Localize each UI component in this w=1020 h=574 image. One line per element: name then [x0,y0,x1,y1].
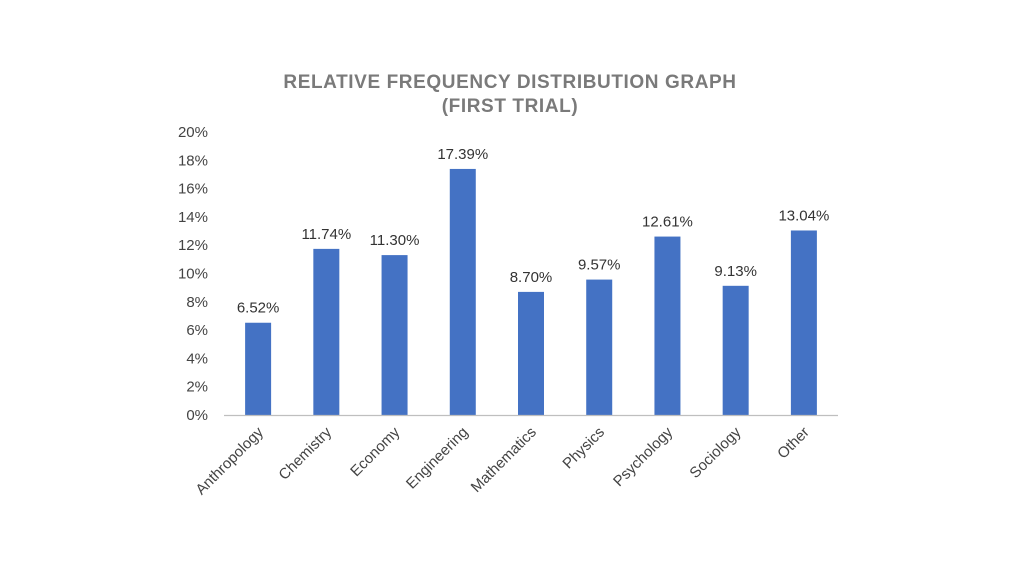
x-category-label: Physics [559,424,608,473]
y-axis-tick-labels: 0% 2% 4% 6% 8% 10% 12% 14% 16% 18% 20% [178,124,208,424]
data-label: 6.52% [237,300,280,317]
data-label: 9.57% [578,257,621,274]
y-tick-label: 12% [178,237,208,254]
bar-sociology [722,285,749,415]
x-category-label: Psychology [610,423,677,490]
y-tick-label: 6% [186,322,208,339]
x-axis-category-labels: Anthropology Chemistry Economy EngineeringM… [192,423,812,498]
x-category-label: Other [774,424,813,463]
data-label: 13.04% [778,207,829,224]
x-category-label: Sociology [686,423,744,481]
data-label: 9.13% [714,263,757,280]
bar-anthropology [245,322,272,415]
x-category-label: Anthropology [192,423,267,498]
bar-engineering [449,168,476,415]
bar-physics [586,279,613,415]
y-tick-label: 4% [186,350,208,367]
data-label: 11.74% [301,226,351,243]
y-tick-label: 18% [178,152,208,169]
bar-chemistry [313,248,340,415]
y-tick-label: 0% [186,407,208,424]
x-category-label: Mathematics [468,424,540,496]
bars-group [245,168,817,415]
y-tick-label: 8% [186,294,208,311]
x-category-label: Engineering [403,424,472,493]
x-category-label: Chemistry [275,423,335,483]
bar-psychology [654,236,681,415]
y-tick-label: 2% [186,379,208,396]
data-labels-group: 6.52% 11.74% 11.30% 17.39% 8.70% 9.57% 12.61% 9… [237,146,829,317]
y-tick-label: 16% [178,181,208,198]
data-label: 17.39% [437,146,488,163]
bar-economy [381,255,408,415]
chart-title-line-1: RELATIVE FREQUENCY DISTRIBUTION GRAPH [283,72,736,93]
data-label: 12.61% [642,214,693,231]
data-label: 8.70% [510,269,553,286]
x-category-label: Economy [347,423,404,480]
data-label: 11.30% [370,232,420,249]
y-tick-label: 14% [178,209,208,226]
bar-other [790,230,817,415]
y-tick-label: 10% [178,266,208,283]
bar-mathematics [518,291,544,415]
y-tick-label: 20% [178,124,208,141]
chart-title-line-2: (FIRST TRIAL) [442,96,579,117]
